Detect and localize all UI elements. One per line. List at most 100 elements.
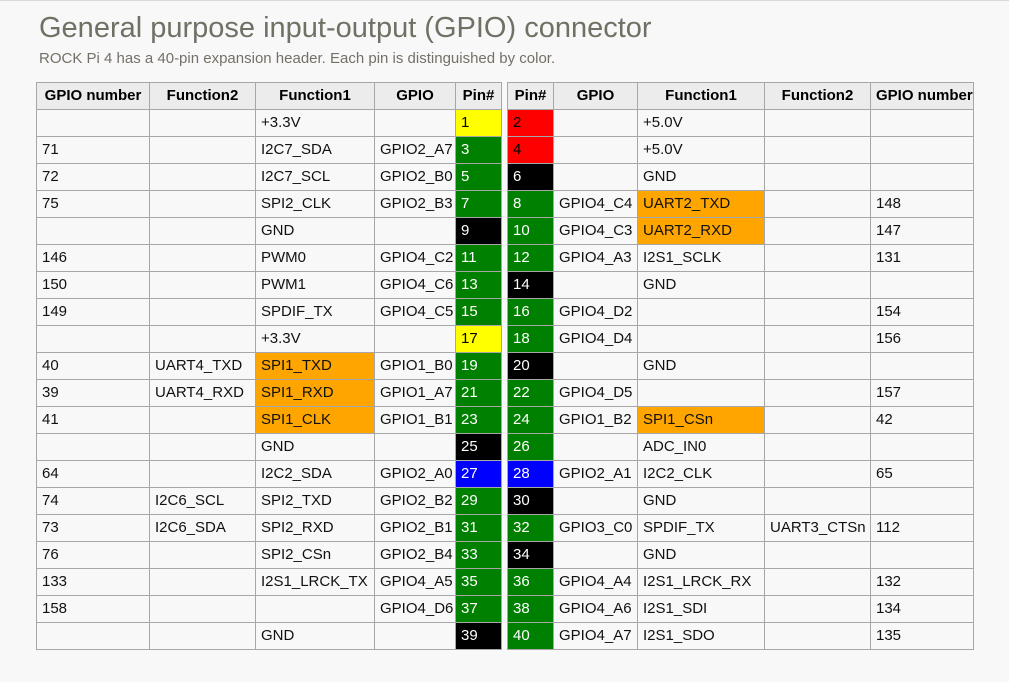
function1-right-cell: SPDIF_TX bbox=[637, 514, 765, 542]
row-gap-spacer bbox=[501, 271, 508, 299]
gpio-right-cell: GPIO4_C4 bbox=[553, 190, 638, 218]
pin-left-cell: 1 bbox=[455, 109, 502, 137]
pin-row: 149 SPDIF_TX GPIO4_C5 15 16 GPIO4_D2 154 bbox=[36, 298, 974, 326]
header-gpio-right: GPIO bbox=[553, 82, 638, 110]
pin-left-cell: 25 bbox=[455, 433, 502, 461]
function2-right-cell bbox=[764, 136, 871, 164]
function2-right-cell bbox=[764, 352, 871, 380]
function2-left-cell bbox=[149, 460, 256, 488]
function2-left-cell bbox=[149, 217, 256, 245]
gpio-number-left-cell: 71 bbox=[36, 136, 150, 164]
header-pin-right: Pin# bbox=[507, 82, 554, 110]
pin-right-cell: 20 bbox=[507, 352, 554, 380]
gpio-number-left-cell: 73 bbox=[36, 514, 150, 542]
pin-row: 40 UART4_TXD SPI1_TXD GPIO1_B0 19 20 GND bbox=[36, 352, 974, 380]
pin-right-cell: 40 bbox=[507, 622, 554, 650]
gpio-right-cell: GPIO4_A3 bbox=[553, 244, 638, 272]
gpio-left-cell: GPIO1_A7 bbox=[374, 379, 456, 407]
function1-left-cell: SPDIF_TX bbox=[255, 298, 375, 326]
header-function2-right: Function2 bbox=[764, 82, 871, 110]
pin-left-cell: 21 bbox=[455, 379, 502, 407]
function2-right-cell bbox=[764, 541, 871, 569]
pin-right-cell: 30 bbox=[507, 487, 554, 515]
gpio-right-cell bbox=[553, 163, 638, 191]
function1-right-cell: UART2_TXD bbox=[637, 190, 765, 218]
function1-right-cell bbox=[637, 325, 765, 353]
table-header-row: GPIO number Function2 Function1 GPIO Pin… bbox=[36, 82, 974, 110]
gpio-left-cell: GPIO4_A5 bbox=[374, 568, 456, 596]
row-gap-spacer bbox=[501, 109, 508, 137]
header-gap-spacer bbox=[501, 82, 508, 110]
gpio-right-cell: GPIO4_A6 bbox=[553, 595, 638, 623]
function1-left-cell: +3.3V bbox=[255, 325, 375, 353]
gpio-right-cell: GPIO1_B2 bbox=[553, 406, 638, 434]
function1-left-cell: SPI2_TXD bbox=[255, 487, 375, 515]
gpio-number-left-cell: 40 bbox=[36, 352, 150, 380]
function1-right-cell: I2S1_SDI bbox=[637, 595, 765, 623]
gpio-number-right-cell bbox=[870, 136, 974, 164]
function2-right-cell bbox=[764, 460, 871, 488]
pin-right-cell: 12 bbox=[507, 244, 554, 272]
function1-right-cell: GND bbox=[637, 352, 765, 380]
pin-right-cell: 34 bbox=[507, 541, 554, 569]
gpio-right-cell bbox=[553, 352, 638, 380]
pin-row: +3.3V 17 18 GPIO4_D4 156 bbox=[36, 325, 974, 353]
row-gap-spacer bbox=[501, 568, 508, 596]
gpio-left-cell: GPIO1_B1 bbox=[374, 406, 456, 434]
function1-right-cell: GND bbox=[637, 271, 765, 299]
gpio-left-cell: GPIO2_B2 bbox=[374, 487, 456, 515]
pin-row: GND 39 40 GPIO4_A7 I2S1_SDO 135 bbox=[36, 622, 974, 650]
row-gap-spacer bbox=[501, 190, 508, 218]
pin-left-cell: 37 bbox=[455, 595, 502, 623]
header-function2-left: Function2 bbox=[149, 82, 256, 110]
function2-right-cell bbox=[764, 406, 871, 434]
pin-right-cell: 28 bbox=[507, 460, 554, 488]
gpio-number-right-cell: 132 bbox=[870, 568, 974, 596]
function1-left-cell: GND bbox=[255, 217, 375, 245]
pin-left-cell: 29 bbox=[455, 487, 502, 515]
pin-row: 72 I2C7_SCL GPIO2_B0 5 6 GND bbox=[36, 163, 974, 191]
pin-row: GND 25 26 ADC_IN0 bbox=[36, 433, 974, 461]
pin-left-cell: 15 bbox=[455, 298, 502, 326]
gpio-left-cell: GPIO2_B0 bbox=[374, 163, 456, 191]
header-function1-right: Function1 bbox=[637, 82, 765, 110]
function2-left-cell bbox=[149, 622, 256, 650]
gpio-left-cell: GPIO4_C6 bbox=[374, 271, 456, 299]
function2-left-cell: UART4_TXD bbox=[149, 352, 256, 380]
gpio-right-cell bbox=[553, 109, 638, 137]
function1-right-cell: UART2_RXD bbox=[637, 217, 765, 245]
function2-left-cell bbox=[149, 190, 256, 218]
gpio-left-cell bbox=[374, 622, 456, 650]
function2-left-cell bbox=[149, 163, 256, 191]
function1-right-cell: GND bbox=[637, 163, 765, 191]
pin-right-cell: 8 bbox=[507, 190, 554, 218]
page-title: General purpose input-output (GPIO) conn… bbox=[39, 12, 652, 44]
gpio-number-left-cell: 150 bbox=[36, 271, 150, 299]
pin-left-cell: 19 bbox=[455, 352, 502, 380]
gpio-table-body: +3.3V 1 2 +5.0V 71 I2C7_SDA GPIO2_A7 3 4 +5.0V 72 I… bbox=[36, 109, 974, 650]
gpio-left-cell: GPIO2_A7 bbox=[374, 136, 456, 164]
gpio-number-left-cell: 75 bbox=[36, 190, 150, 218]
function1-right-cell: I2S1_SDO bbox=[637, 622, 765, 650]
pin-right-cell: 22 bbox=[507, 379, 554, 407]
function1-left-cell: +3.3V bbox=[255, 109, 375, 137]
pin-right-cell: 2 bbox=[507, 109, 554, 137]
gpio-number-left-cell: 64 bbox=[36, 460, 150, 488]
function2-left-cell bbox=[149, 244, 256, 272]
gpio-left-cell: GPIO2_B1 bbox=[374, 514, 456, 542]
function1-left-cell: GND bbox=[255, 622, 375, 650]
gpio-left-cell: GPIO2_A0 bbox=[374, 460, 456, 488]
pin-right-cell: 4 bbox=[507, 136, 554, 164]
gpio-pinout-table: GPIO number Function2 Function1 GPIO Pin… bbox=[36, 82, 974, 650]
gpio-number-right-cell: 157 bbox=[870, 379, 974, 407]
gpio-number-left-cell: 76 bbox=[36, 541, 150, 569]
function1-left-cell: PWM0 bbox=[255, 244, 375, 272]
pin-left-cell: 17 bbox=[455, 325, 502, 353]
row-gap-spacer bbox=[501, 217, 508, 245]
pin-right-cell: 10 bbox=[507, 217, 554, 245]
gpio-number-left-cell bbox=[36, 325, 150, 353]
pin-left-cell: 39 bbox=[455, 622, 502, 650]
pin-left-cell: 5 bbox=[455, 163, 502, 191]
pin-row: 39 UART4_RXD SPI1_RXD GPIO1_A7 21 22 GPIO4_D5 1… bbox=[36, 379, 974, 407]
gpio-number-left-cell: 146 bbox=[36, 244, 150, 272]
